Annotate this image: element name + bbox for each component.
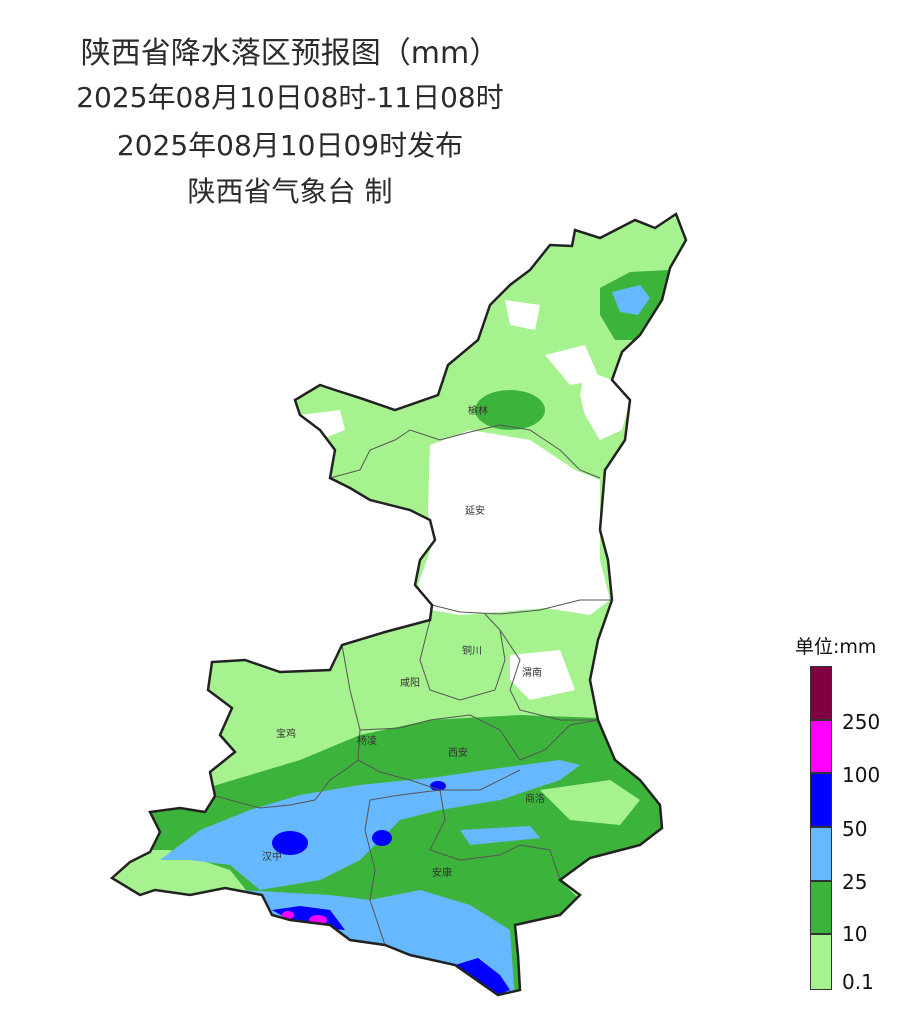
field-no-rain [545, 345, 600, 385]
field-50-100 [455, 958, 510, 995]
city-label: 西安 [448, 746, 468, 759]
precipitation-legend: 单位:mm 250 100 50 25 10 0.1 [790, 632, 900, 1002]
legend-tick: 50 [842, 817, 868, 841]
city-label: 汉中 [262, 850, 282, 863]
city-label: 咸阳 [400, 677, 420, 689]
legend-title: 单位:mm [795, 636, 877, 658]
field-50-100 [372, 830, 392, 846]
field-no-rain [505, 300, 540, 330]
city-label: 延安 [465, 504, 485, 517]
field-25-50 [460, 826, 540, 845]
field-no-rain [418, 430, 610, 615]
city-label: 杨凌 [357, 734, 377, 747]
legend-swatch-100-250 [810, 720, 832, 773]
field-50-100 [272, 831, 308, 855]
field-25-50 [160, 760, 580, 890]
issuer: 陕西省气象台 制 [187, 175, 393, 208]
legend-swatch-50-100 [810, 773, 832, 827]
legend-tick: 0.1 [842, 970, 874, 994]
city-boundaries [214, 424, 612, 946]
forecast-period: 2025年08月10日08时-11日08时 [76, 81, 504, 114]
legend-swatch-10-25 [810, 881, 832, 934]
field-no-rain [300, 410, 345, 440]
field-0.1-10 [112, 850, 250, 900]
city-label: 安康 [432, 866, 452, 879]
legend-tick: 25 [842, 870, 868, 894]
city-label: 渭南 [522, 666, 542, 679]
issue-time: 2025年08月10日09时发布 [116, 129, 464, 162]
legend-swatch-0.1-10 [810, 934, 832, 990]
city-label: 宝鸡 [276, 727, 296, 740]
precipitation-fields [112, 214, 686, 995]
city-label: 商洛 [525, 792, 545, 805]
province-outline [109, 212, 688, 997]
field-25-50 [612, 285, 650, 315]
field-no-rain [510, 650, 575, 700]
legend-tick: 250 [842, 710, 881, 734]
field-10-25 [475, 390, 545, 430]
legend-swatch-25-50 [810, 827, 832, 881]
city-labels: 榆林 延安 铜川 咸阳 渭南 宝鸡 杨凌 西安 商洛 汉中 安康 [262, 404, 545, 879]
city-label: 铜川 [462, 645, 482, 657]
city-label: 榆林 [468, 404, 488, 417]
field-0.1-10 [540, 780, 640, 825]
legend-tick: 100 [842, 763, 881, 787]
legend-tick: 10 [842, 922, 868, 946]
legend-swatch-over-250 [810, 666, 832, 720]
map-title: 陕西省降水落区预报图（mm） [80, 36, 500, 71]
field-100-250 [282, 911, 294, 919]
